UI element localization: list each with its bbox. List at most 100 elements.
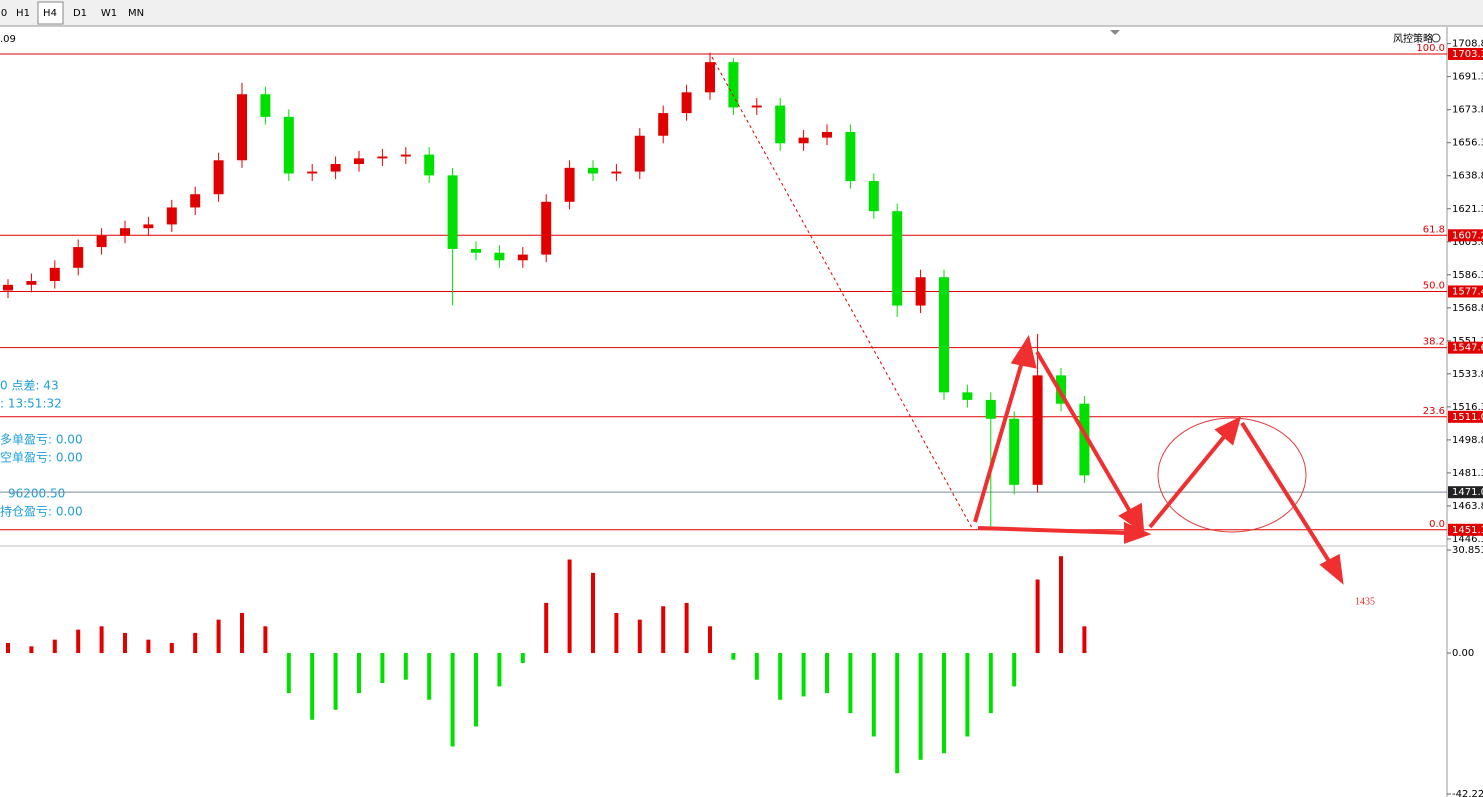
candle-body	[213, 160, 224, 195]
candle-body	[73, 247, 84, 268]
candle-body	[985, 399, 996, 419]
arrow	[973, 354, 1026, 523]
current-price-label: 1471.09	[1452, 487, 1483, 498]
macd-bar	[99, 626, 104, 654]
y-tick-label: 1691.30	[1452, 72, 1483, 83]
y-tick-label: 1533.80	[1452, 369, 1483, 380]
candle-body	[26, 281, 37, 285]
macd-bar	[6, 642, 10, 654]
timeframe-tab[interactable]: D1	[73, 8, 87, 19]
candle-body	[822, 131, 832, 138]
macd-bar	[544, 602, 549, 654]
y-tick-label: 1673.80	[1452, 105, 1483, 116]
macd-bar	[333, 653, 338, 710]
macd-bar	[871, 653, 876, 737]
timeframe-tab[interactable]: 0	[1, 8, 7, 19]
macd-bar	[76, 629, 81, 654]
candle-body	[1079, 403, 1090, 476]
fib-price-box	[1448, 523, 1483, 536]
candle-body	[751, 105, 762, 108]
macd-bar	[848, 653, 853, 714]
candle-body	[728, 62, 739, 108]
fib-price-box	[1448, 285, 1483, 298]
shift-marker	[1110, 30, 1120, 35]
arrow	[1035, 350, 1134, 517]
y-tick-label: 1498.80	[1452, 435, 1483, 446]
candle-body	[190, 194, 201, 208]
fib-price-box	[1448, 410, 1483, 423]
fib-price-box	[1448, 47, 1483, 60]
macd-bar	[591, 572, 595, 654]
macd-bar	[263, 626, 268, 654]
macd-bar	[193, 632, 198, 654]
macd-bar	[801, 653, 806, 697]
candle-body	[658, 113, 669, 136]
timeframe-tab[interactable]: H4	[43, 8, 57, 19]
macd-bar	[1035, 579, 1040, 654]
info-line: 多单盈亏: 0.00	[0, 433, 83, 447]
candle-body	[517, 254, 528, 261]
candle-body	[354, 158, 364, 165]
info-line: 0 点差: 43	[0, 379, 59, 393]
chart-layer: 0 H1 H4 D1 W1 MN 0 点差: 43: 13:51:32 多单盈亏: 0.00 空…	[0, 8, 1483, 797]
candle-body	[400, 154, 411, 157]
arrows	[973, 334, 1344, 585]
candle-body	[471, 248, 481, 253]
fib-price-box	[1448, 341, 1483, 354]
candle-body	[868, 181, 879, 212]
macd-tick-label: 0.00	[1452, 648, 1474, 659]
candle-body	[260, 94, 271, 117]
y-tick-label: 1638.80	[1452, 171, 1483, 182]
candle-body	[915, 277, 926, 306]
candle-body	[939, 277, 949, 393]
macd-bar	[567, 559, 572, 654]
y-tick-label: 1551.30	[1452, 336, 1483, 347]
timeframe-tab[interactable]: W1	[101, 8, 117, 19]
arrow-head	[1118, 502, 1145, 535]
candle-body	[705, 62, 715, 93]
candle-body	[962, 392, 973, 400]
macd-bar	[169, 642, 174, 654]
y-tick-label: 1603.80	[1452, 237, 1483, 248]
timeframe-tab[interactable]: MN	[128, 8, 144, 19]
candle-body	[143, 224, 154, 229]
fib-level-label: 23.6	[1423, 406, 1445, 417]
candle-body	[377, 156, 388, 159]
arrow-head	[1214, 416, 1242, 446]
macd-bar	[637, 619, 642, 654]
arrow-head	[1010, 334, 1037, 369]
candle-body	[424, 154, 435, 176]
candle-body	[120, 228, 130, 236]
indicator-name: 风控策略	[1393, 32, 1433, 45]
target-circle	[1157, 417, 1307, 533]
fib-price-label: 1607.24	[1452, 230, 1483, 241]
target-label: 1435	[1355, 596, 1375, 607]
macd-bar	[825, 653, 829, 694]
macd-bar	[216, 619, 221, 654]
fib-price-label: 1511.04	[1452, 412, 1483, 423]
timeframe-tab[interactable]: H1	[16, 8, 30, 19]
fib-level-label: 38.2	[1423, 337, 1445, 348]
fib-price-label: 1703.34	[1452, 49, 1483, 60]
candle-body	[166, 207, 177, 225]
candle-body	[49, 267, 60, 282]
macd-bar	[918, 653, 923, 760]
macd-bar	[1059, 556, 1063, 654]
smiley	[1431, 33, 1441, 43]
candle-body	[307, 171, 318, 174]
macd-bar	[29, 646, 34, 654]
info-line: 持仓盈亏: 0.00	[0, 504, 83, 519]
candle-body	[588, 167, 598, 174]
macd-bar	[754, 653, 759, 680]
macd-bar	[965, 653, 970, 737]
macd-bar	[52, 639, 57, 654]
macd-tick-label: 30.8537	[1452, 545, 1483, 556]
y-tick-label: 1621.30	[1452, 204, 1483, 215]
arrow-head	[1124, 521, 1152, 544]
info-line: : 13:51:32	[0, 397, 62, 411]
macd-bar	[240, 612, 244, 654]
y-tick-label: 1708.80	[1452, 39, 1483, 50]
fib-level-label: 50.0	[1423, 280, 1445, 291]
macd-bar	[357, 653, 361, 694]
